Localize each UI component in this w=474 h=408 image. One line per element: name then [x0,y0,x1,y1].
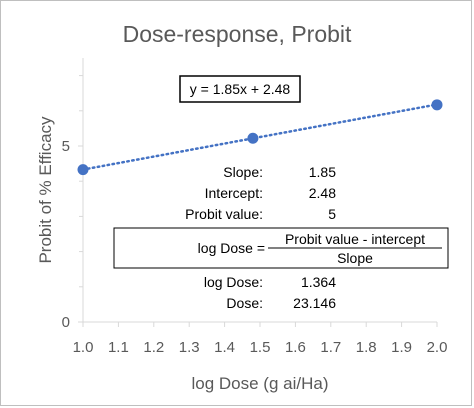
x-tick-label: 1.1 [108,339,129,356]
x-tick-label: 1.9 [391,339,412,356]
y-axis-title: Probit of % Efficacy [36,116,55,264]
data-point [431,99,443,111]
dose-value: 23.146 [293,295,336,311]
trendline [81,103,439,171]
x-tick-label: 1.5 [250,339,271,356]
formula-numerator: Probit value - intercept [285,231,425,247]
intercept-value: 2.48 [309,185,336,201]
equation-label: y = 1.85x + 2.48 [190,81,291,97]
data-point [247,132,259,144]
x-tick-label: 2.0 [427,339,448,356]
equation-box [179,75,301,103]
x-tick-label: 1.6 [285,339,306,356]
x-tick-label: 1.2 [143,339,164,356]
chart-title: Dose-response, Probit [123,21,352,47]
slope-value: 1.85 [309,164,336,180]
probit-value-label: Probit value: [185,206,263,222]
y-tick-label: 0 [62,314,70,331]
formula-lhs: log Dose = [198,240,265,256]
intercept-label: Intercept: [205,185,263,201]
slope-label: Slope: [223,164,263,180]
data-point [77,164,89,176]
x-axis-title: log Dose (g ai/Ha) [191,374,328,393]
log-dose-value: 1.364 [301,274,336,290]
y-tick-label: 5 [62,138,70,155]
x-tick-label: 1.3 [179,339,200,356]
x-tick-label: 1.0 [73,339,94,356]
log-dose-label: log Dose: [204,274,263,290]
dose-label: Dose: [226,295,263,311]
x-tick-label: 1.8 [356,339,377,356]
formula-denominator: Slope [337,250,373,266]
x-tick-label: 1.4 [214,339,235,356]
x-tick-label: 1.7 [320,339,341,356]
probit-value: 5 [328,206,336,222]
